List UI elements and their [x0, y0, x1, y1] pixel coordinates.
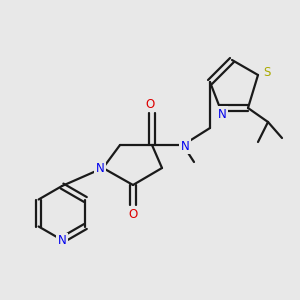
Text: S: S [263, 67, 271, 80]
Text: N: N [58, 235, 66, 248]
Text: O: O [128, 208, 138, 220]
Text: N: N [218, 107, 226, 121]
Text: N: N [96, 161, 104, 175]
Text: N: N [181, 140, 189, 152]
Text: O: O [146, 98, 154, 110]
